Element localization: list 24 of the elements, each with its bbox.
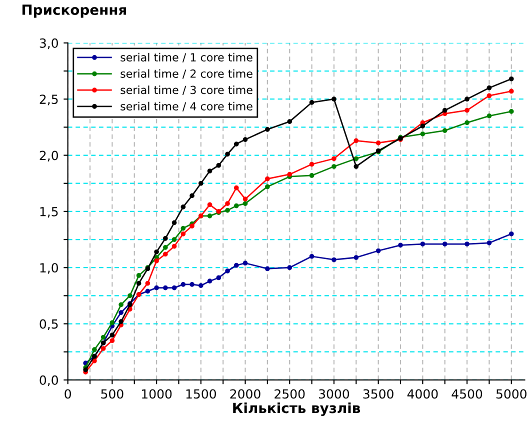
y-tick-label: 1,0	[40, 263, 58, 274]
x-tick-label: 4000	[407, 389, 438, 399]
legend-label: serial time / 3 core time	[120, 86, 252, 96]
y-tick-label: 0,5	[40, 319, 58, 330]
y-tick-label: 1,5	[40, 207, 58, 218]
y-tick-label: 2,5	[40, 94, 58, 106]
x-tick-label: 500	[101, 389, 124, 399]
x-tick-label: 3500	[363, 389, 394, 399]
x-axis-title: Кількість вузлів	[233, 402, 360, 416]
x-tick-label: 1000	[142, 389, 172, 399]
x-tick-label: 2000	[230, 389, 260, 399]
x-tick-label: 3000	[319, 389, 350, 399]
x-tick-label: 2500	[274, 389, 305, 399]
legend-label: serial time / 4 core time	[120, 102, 252, 112]
chart-title: Прискорення	[22, 4, 126, 18]
x-tick-label: 1500	[186, 389, 216, 399]
legend-label: serial time / 1 core time	[120, 52, 252, 62]
legend-label: serial time / 2 core time	[120, 69, 252, 79]
y-tick-label: 2,0	[40, 150, 58, 162]
x-tick-label: 0	[64, 389, 71, 399]
y-tick-label: 0,0	[40, 375, 58, 386]
x-tick-label: 4500	[452, 389, 482, 399]
x-tick-label: 5000	[496, 389, 526, 399]
y-tick-label: 3,0	[40, 38, 58, 50]
